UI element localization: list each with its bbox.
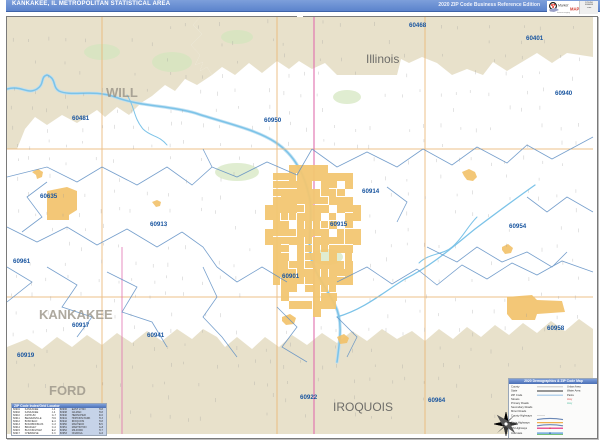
svg-text:60401: 60401	[526, 35, 544, 42]
svg-text:Hwy: Hwy	[567, 397, 573, 401]
svg-text:60635: 60635	[40, 193, 58, 200]
svg-text:60940: 60940	[555, 90, 573, 97]
svg-text:Secondary Roads: Secondary Roads	[511, 405, 533, 409]
svg-text:60914: 60914	[362, 188, 380, 195]
svg-text:IROQUOIS: IROQUOIS	[333, 400, 393, 414]
svg-text:60964: 60964	[428, 397, 446, 404]
svg-text:60958: 60958	[547, 325, 565, 332]
svg-text:Parks: Parks	[567, 393, 575, 397]
svg-text:State: State	[511, 389, 518, 393]
svg-text:ZIP Code: ZIP Code	[511, 393, 523, 397]
svg-text:60922: 60922	[300, 394, 318, 401]
svg-text:60950: 60950	[264, 117, 282, 124]
svg-text:60919: 60919	[17, 352, 35, 359]
svg-text:Streets: Streets	[511, 397, 520, 401]
svg-text:Market: Market	[558, 4, 569, 8]
svg-text:60941: 60941	[147, 332, 165, 339]
svg-text:WILL: WILL	[106, 85, 138, 100]
svg-text:Urban Area: Urban Area	[567, 385, 581, 389]
svg-text:60901: 60901	[282, 273, 300, 280]
svg-text:60913: 60913	[150, 221, 168, 228]
svg-text:60961: 60961	[13, 258, 31, 265]
svg-text:FORD: FORD	[49, 383, 86, 398]
svg-text:County: County	[511, 385, 520, 389]
svg-text:60468: 60468	[409, 22, 427, 29]
svg-text:60917: 60917	[72, 322, 90, 329]
svg-text:60481: 60481	[72, 115, 90, 122]
svg-text:Hwy: Hwy	[567, 401, 573, 405]
svg-text:60954: 60954	[509, 223, 527, 230]
svg-text:KANKAKEE: KANKAKEE	[39, 307, 113, 322]
svg-text:business mapping: business mapping	[557, 12, 570, 14]
svg-text:60915: 60915	[330, 221, 348, 228]
svg-text:Water Area: Water Area	[567, 389, 581, 393]
svg-text:Illinois: Illinois	[366, 52, 399, 66]
svg-text:Primary Roads: Primary Roads	[511, 401, 529, 405]
